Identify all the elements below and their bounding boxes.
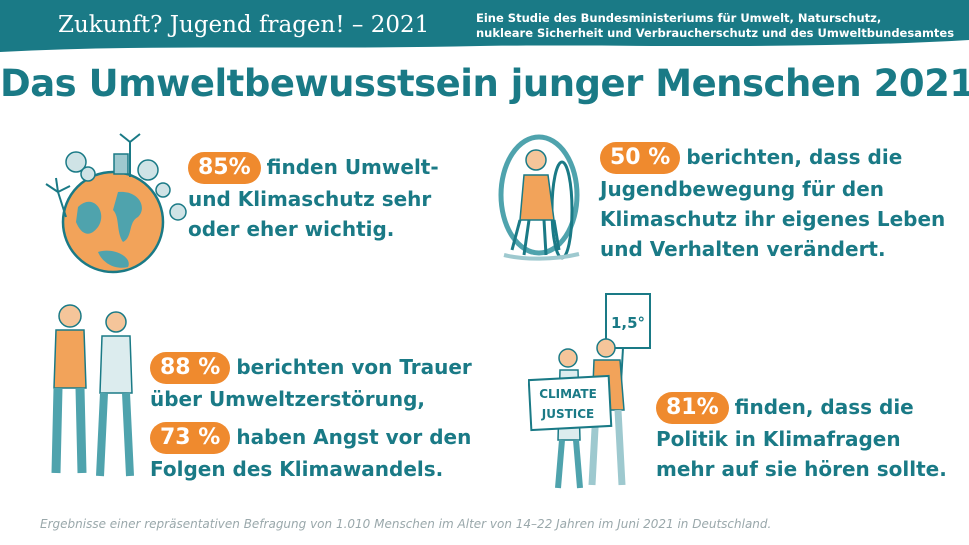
series-title: Zukunft? Jugend fragen! – 2021 <box>58 12 430 38</box>
publisher-info: Eine Studie des Bundesministeriums für U… <box>476 11 954 41</box>
person-with-hoop-illustration <box>484 130 594 274</box>
stat-value-badge: 73 % <box>150 422 231 454</box>
stat-text-line: Jugendbewegung für den <box>600 177 884 201</box>
stat-text-line: haben Angst vor den <box>236 425 472 449</box>
stat-value-badge: 50 % <box>600 142 681 174</box>
sign-temperature: 1,5° <box>611 314 645 332</box>
stat-value-badge: 88 % <box>150 352 231 384</box>
sad-people-illustration <box>42 298 142 492</box>
stat-text-line: mehr auf sie hören sollte. <box>656 457 947 481</box>
publisher-line-2: nukleare Sicherheit und Verbraucherschut… <box>476 26 955 40</box>
page-title: Das Umweltbewusstsein junger Menschen 20… <box>0 62 969 105</box>
header-banner: Zukunft? Jugend fragen! – 2021 Eine Stud… <box>0 0 969 56</box>
stat-value-badge: 85% <box>188 152 261 184</box>
sign-line-2: JUSTICE <box>541 407 595 421</box>
stat-text-line: Politik in Klimafragen <box>656 427 901 451</box>
stat-text-line: berichten von Trauer <box>236 355 472 379</box>
stat-value-badge: 81% <box>656 392 729 424</box>
stat-text-line: über Umweltzerstörung, <box>150 387 426 411</box>
stat-text-line: Klimaschutz ihr eigenes Leben <box>600 207 946 231</box>
stat-text-line: finden Umwelt- <box>266 155 439 179</box>
stat-environment-importance: 85% finden Umwelt- und Klimaschutz sehr o… <box>188 152 439 244</box>
stat-text-line: oder eher wichtig. <box>188 217 395 241</box>
globe-illustration <box>38 122 188 286</box>
stat-text-line: berichten, dass die <box>686 145 903 169</box>
protest-illustration: 1,5° CLIMATE JUSTICE <box>527 290 658 499</box>
publisher-line-1: Eine Studie des Bundesministeriums für U… <box>476 11 882 25</box>
footnote: Ergebnisse einer repräsentativen Befragu… <box>40 517 772 531</box>
stat-fear: 73 % haben Angst vor den Folgen des Klima… <box>150 422 471 484</box>
stat-text-line: und Verhalten verändert. <box>600 237 886 261</box>
stat-politics: 81% finden, dass die Politik in Klimafrag… <box>656 392 947 484</box>
stat-text-line: und Klimaschutz sehr <box>188 187 432 211</box>
stat-text-line: Folgen des Klimawandels. <box>150 457 444 481</box>
stat-youth-movement: 50 % berichten, dass die Jugendbewegung f… <box>600 142 945 264</box>
stat-text-line: finden, dass die <box>734 395 914 419</box>
sign-line-1: CLIMATE <box>539 387 597 401</box>
stat-grief: 88 % berichten von Trauer über Umweltzers… <box>150 352 472 414</box>
